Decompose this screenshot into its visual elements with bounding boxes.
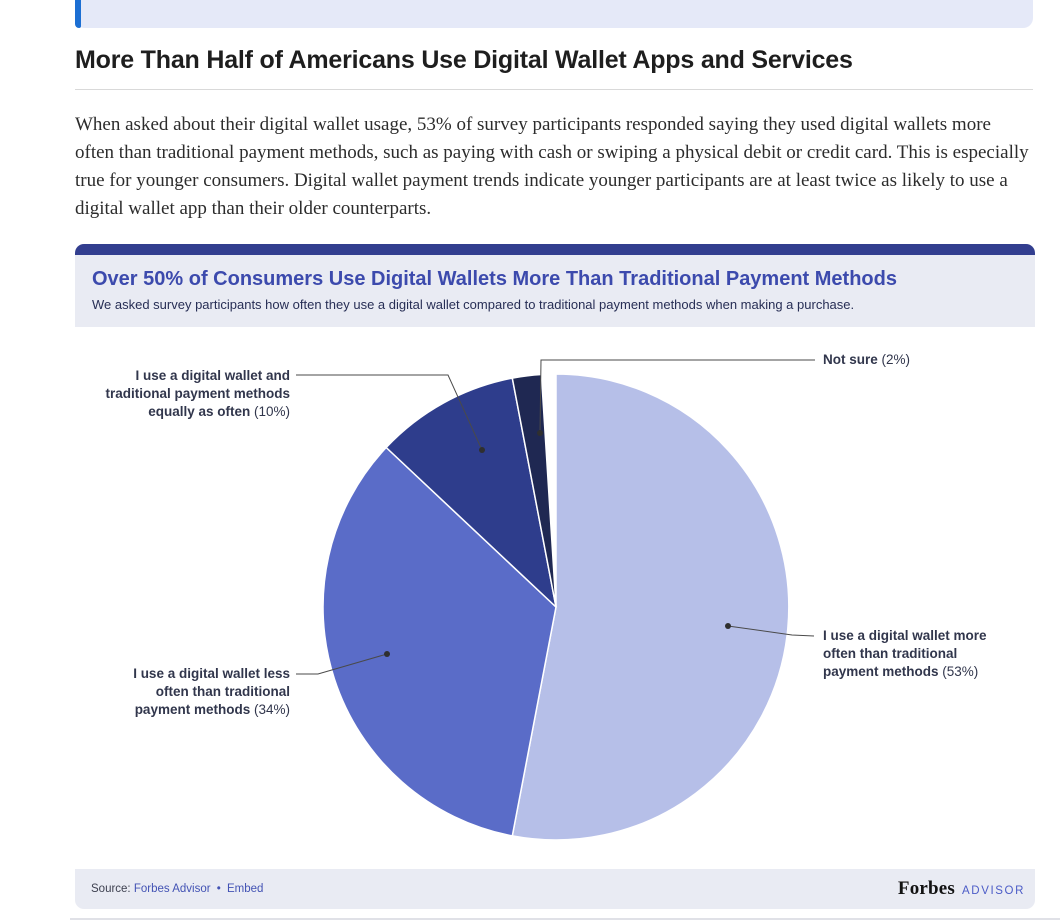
heading-divider [75,89,1033,90]
chart-footer: Source: Forbes Advisor • Embed Forbes AD… [75,869,1035,909]
chart-subtitle: We asked survey participants how often t… [92,297,855,312]
pie-slice-1[interactable] [322,446,557,837]
article-paragraph: When asked about their digital wallet us… [75,114,1029,219]
pie-label-more-often: I use a digital wallet more often than tr… [823,628,987,679]
leader-dot-0 [725,623,731,629]
forbes-advisor-logo: Forbes ADVISOR [898,878,1025,900]
leader-dot-3 [537,430,543,436]
leader-dot-2 [479,447,485,453]
leader-line-1 [296,653,388,675]
source-separator: • [216,883,221,895]
card-top-bar [75,244,1035,255]
pie-label-equally-often: I use a digital wallet and traditional pa… [105,368,290,419]
leader-line-2 [296,374,483,451]
pie-chart-area: I use a digital wallet more often than tr… [75,327,1035,869]
chart-title: Over 50% of Consumers Use Digital Wallet… [92,268,897,290]
leader-line-3 [539,359,815,434]
source-label: Source: [91,883,131,895]
article-heading: More Than Half of Americans Use Digital … [75,46,853,74]
chart-card: Over 50% of Consumers Use Digital Wallet… [75,244,1035,909]
callout-accent-bar [75,0,81,28]
callout-box-remnant [75,0,1033,28]
chart-header: Over 50% of Consumers Use Digital Wallet… [75,255,1035,327]
pie-label-not-sure: Not sure (2%) [823,352,911,367]
pie-slice-3[interactable] [511,373,557,608]
pie-label-less-often: I use a digital wallet less often than tr… [133,666,290,717]
source-line: Source: Forbes Advisor • Embed [91,883,263,895]
embed-link[interactable]: Embed [226,883,264,895]
page-bottom-divider [70,918,1060,920]
forbes-logo-text: Forbes [897,878,956,899]
leader-line-0 [727,625,815,637]
pie-slice-2[interactable] [385,377,557,608]
pie-slice-0[interactable] [511,373,790,841]
advisor-logo-text: ADVISOR [962,885,1025,897]
source-link[interactable]: Forbes Advisor [133,883,211,895]
leader-dot-1 [384,651,390,657]
pie-chart-svg [296,359,815,841]
